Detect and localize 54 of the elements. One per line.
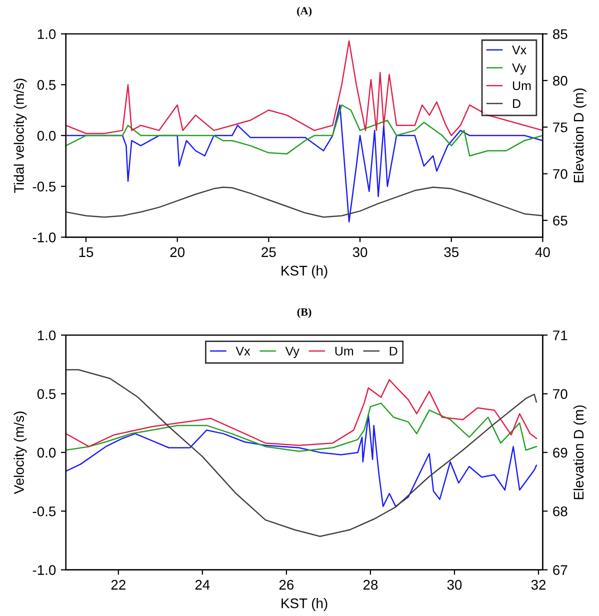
x-axis-title: KST (h)	[282, 265, 328, 278]
y-tick-label: -0.5	[32, 506, 56, 516]
y-tick-label: 0.0	[37, 130, 56, 141]
y2-tick-label: 75	[553, 122, 568, 132]
line-series	[66, 186, 543, 218]
line-series	[66, 379, 538, 448]
y2-tick-label: 85	[553, 29, 568, 40]
y-axis-title: Tidal velocity (m/s)	[14, 78, 27, 193]
x-axis-title: KST (h)	[282, 598, 328, 611]
chart-title: (B)	[297, 308, 312, 318]
x-tick-label: 35	[444, 247, 458, 258]
y2-axis-title: Elevation D (m)	[573, 405, 586, 500]
y-tick-label: 0.5	[37, 389, 56, 399]
x-tick-label: 40	[535, 247, 550, 258]
y-tick-label: 0.0	[37, 448, 56, 458]
y2-tick-label: 69	[553, 448, 568, 458]
chart-title: (A)	[297, 6, 312, 17]
x-tick-label: 22	[111, 580, 126, 590]
legend-label: Um	[512, 81, 531, 90]
y-tick-label: 1.0	[38, 330, 56, 340]
y-tick-label: 0.5	[37, 80, 56, 90]
y2-tick-label: 70	[553, 169, 568, 179]
x-tick-label: 30	[447, 580, 462, 590]
legend-label: Vx	[512, 46, 526, 54]
y-tick-label: -0.5	[32, 182, 56, 192]
y2-tick-label: 71	[553, 330, 568, 340]
x-tick-label: 15	[79, 247, 94, 258]
line-series	[66, 402, 538, 452]
y-tick-label: -1.0	[32, 565, 56, 575]
y2-tick-label: 70	[553, 389, 568, 399]
y-tick-label: -1.0	[32, 232, 56, 242]
legend-label: Vx	[236, 346, 250, 356]
y-axis-title: Velocity (m/s)	[14, 412, 27, 494]
legend-label: Vy	[512, 63, 526, 75]
x-tick-label: 30	[352, 247, 368, 258]
legend-label: Vy	[285, 346, 300, 358]
x-tick-label: 24	[195, 580, 210, 590]
line-series	[66, 414, 538, 508]
y2-tick-label: 65	[553, 216, 568, 226]
y2-tick-label: 80	[553, 76, 568, 86]
line-series	[66, 369, 538, 537]
x-tick-label: 28	[363, 580, 378, 590]
y2-tick-label: 68	[553, 506, 568, 516]
x-tick-label: 25	[262, 247, 276, 258]
x-tick-label: 32	[531, 580, 546, 590]
y2-tick-label: 67	[553, 565, 568, 575]
legend-label: Um	[335, 346, 354, 356]
legend-label: D	[390, 346, 398, 356]
y2-axis-title: Elevation D (m)	[573, 88, 586, 182]
x-tick-label: 26	[279, 580, 294, 590]
x-tick-label: 20	[170, 247, 185, 258]
line-series	[66, 40, 543, 136]
legend-label: D	[513, 99, 520, 108]
y-tick-label: 1.0	[38, 29, 56, 40]
